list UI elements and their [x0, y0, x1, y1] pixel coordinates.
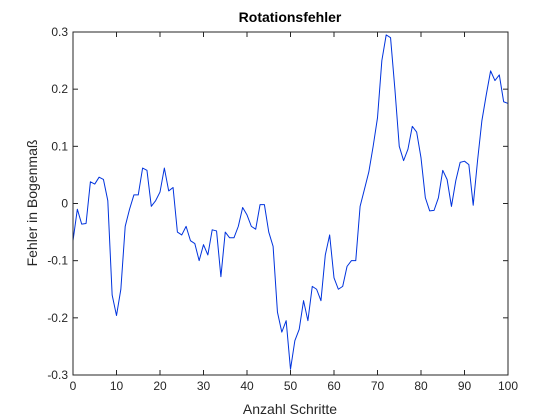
x-tick-label: 60	[327, 379, 341, 393]
y-tick-label: 0	[61, 197, 68, 211]
x-tick-label: 90	[458, 379, 472, 393]
x-axis-label: Anzahl Schritte	[243, 401, 337, 417]
x-tick-label: 100	[498, 379, 518, 393]
y-tick-label: 0.3	[51, 25, 68, 39]
axes-box	[72, 31, 509, 376]
x-tick-label: 80	[414, 379, 428, 393]
x-tick-label: 10	[110, 379, 124, 393]
x-tick-label: 30	[197, 379, 211, 393]
y-axis-label: Fehler in Bogenmaß	[24, 140, 40, 267]
y-tick-label: -0.2	[47, 311, 68, 325]
x-tick-label: 0	[70, 379, 77, 393]
plot-area	[73, 32, 508, 375]
x-tick-label: 70	[371, 379, 385, 393]
y-tick-label: -0.1	[47, 254, 68, 268]
x-tick-label: 20	[153, 379, 167, 393]
x-tick-label: 40	[240, 379, 254, 393]
y-tick-label: 0.2	[51, 82, 68, 96]
y-tick-label: 0.1	[51, 139, 68, 153]
axis-ticks: 0 10 20 30 40 50 60 70 80 90 100 -0.3 -0.2 -0.1 0 0.1 0.…	[47, 25, 518, 393]
series-lines	[72, 34, 509, 370]
x-tick-label: 50	[284, 379, 298, 393]
series-line-0	[72, 34, 509, 370]
chart-title: Rotationsfehler	[239, 9, 342, 25]
y-tick-label: -0.3	[47, 368, 68, 382]
